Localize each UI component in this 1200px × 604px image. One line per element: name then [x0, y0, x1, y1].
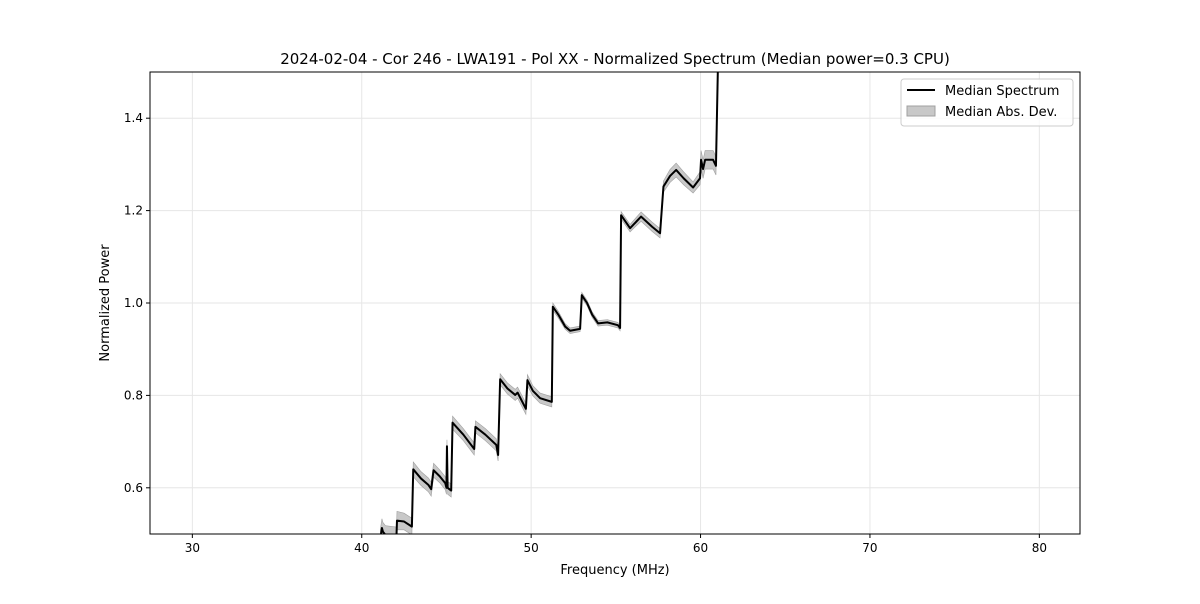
legend-label-mad: Median Abs. Dev. [945, 105, 1057, 120]
legend: Median Spectrum Median Abs. Dev. [900, 78, 1074, 127]
legend-label-median: Median Spectrum [945, 84, 1059, 99]
x-tick-label: 80 [1032, 541, 1047, 555]
chart-title: 2024-02-04 - Cor 246 - LWA191 - Pol XX -… [280, 50, 950, 68]
legend-band-swatch [906, 105, 936, 117]
x-tick-label: 50 [524, 541, 539, 555]
x-tick-label: 70 [862, 541, 877, 555]
y-tick-label: 0.6 [124, 481, 143, 495]
x-tick-label: 30 [185, 541, 200, 555]
x-tick-label: 60 [693, 541, 708, 555]
median-spectrum-line [380, 72, 719, 534]
x-tick-label: 40 [354, 541, 369, 555]
x-axis-label: Frequency (MHz) [560, 563, 669, 578]
y-axis-label: Normalized Power [98, 244, 113, 362]
y-tick-label: 0.8 [124, 388, 143, 402]
legend-box [900, 78, 1074, 127]
y-tick-label: 1.4 [124, 111, 143, 125]
mad-band [380, 72, 719, 534]
y-tick-label: 1.2 [124, 204, 143, 218]
y-tick-label: 1.0 [124, 296, 143, 310]
